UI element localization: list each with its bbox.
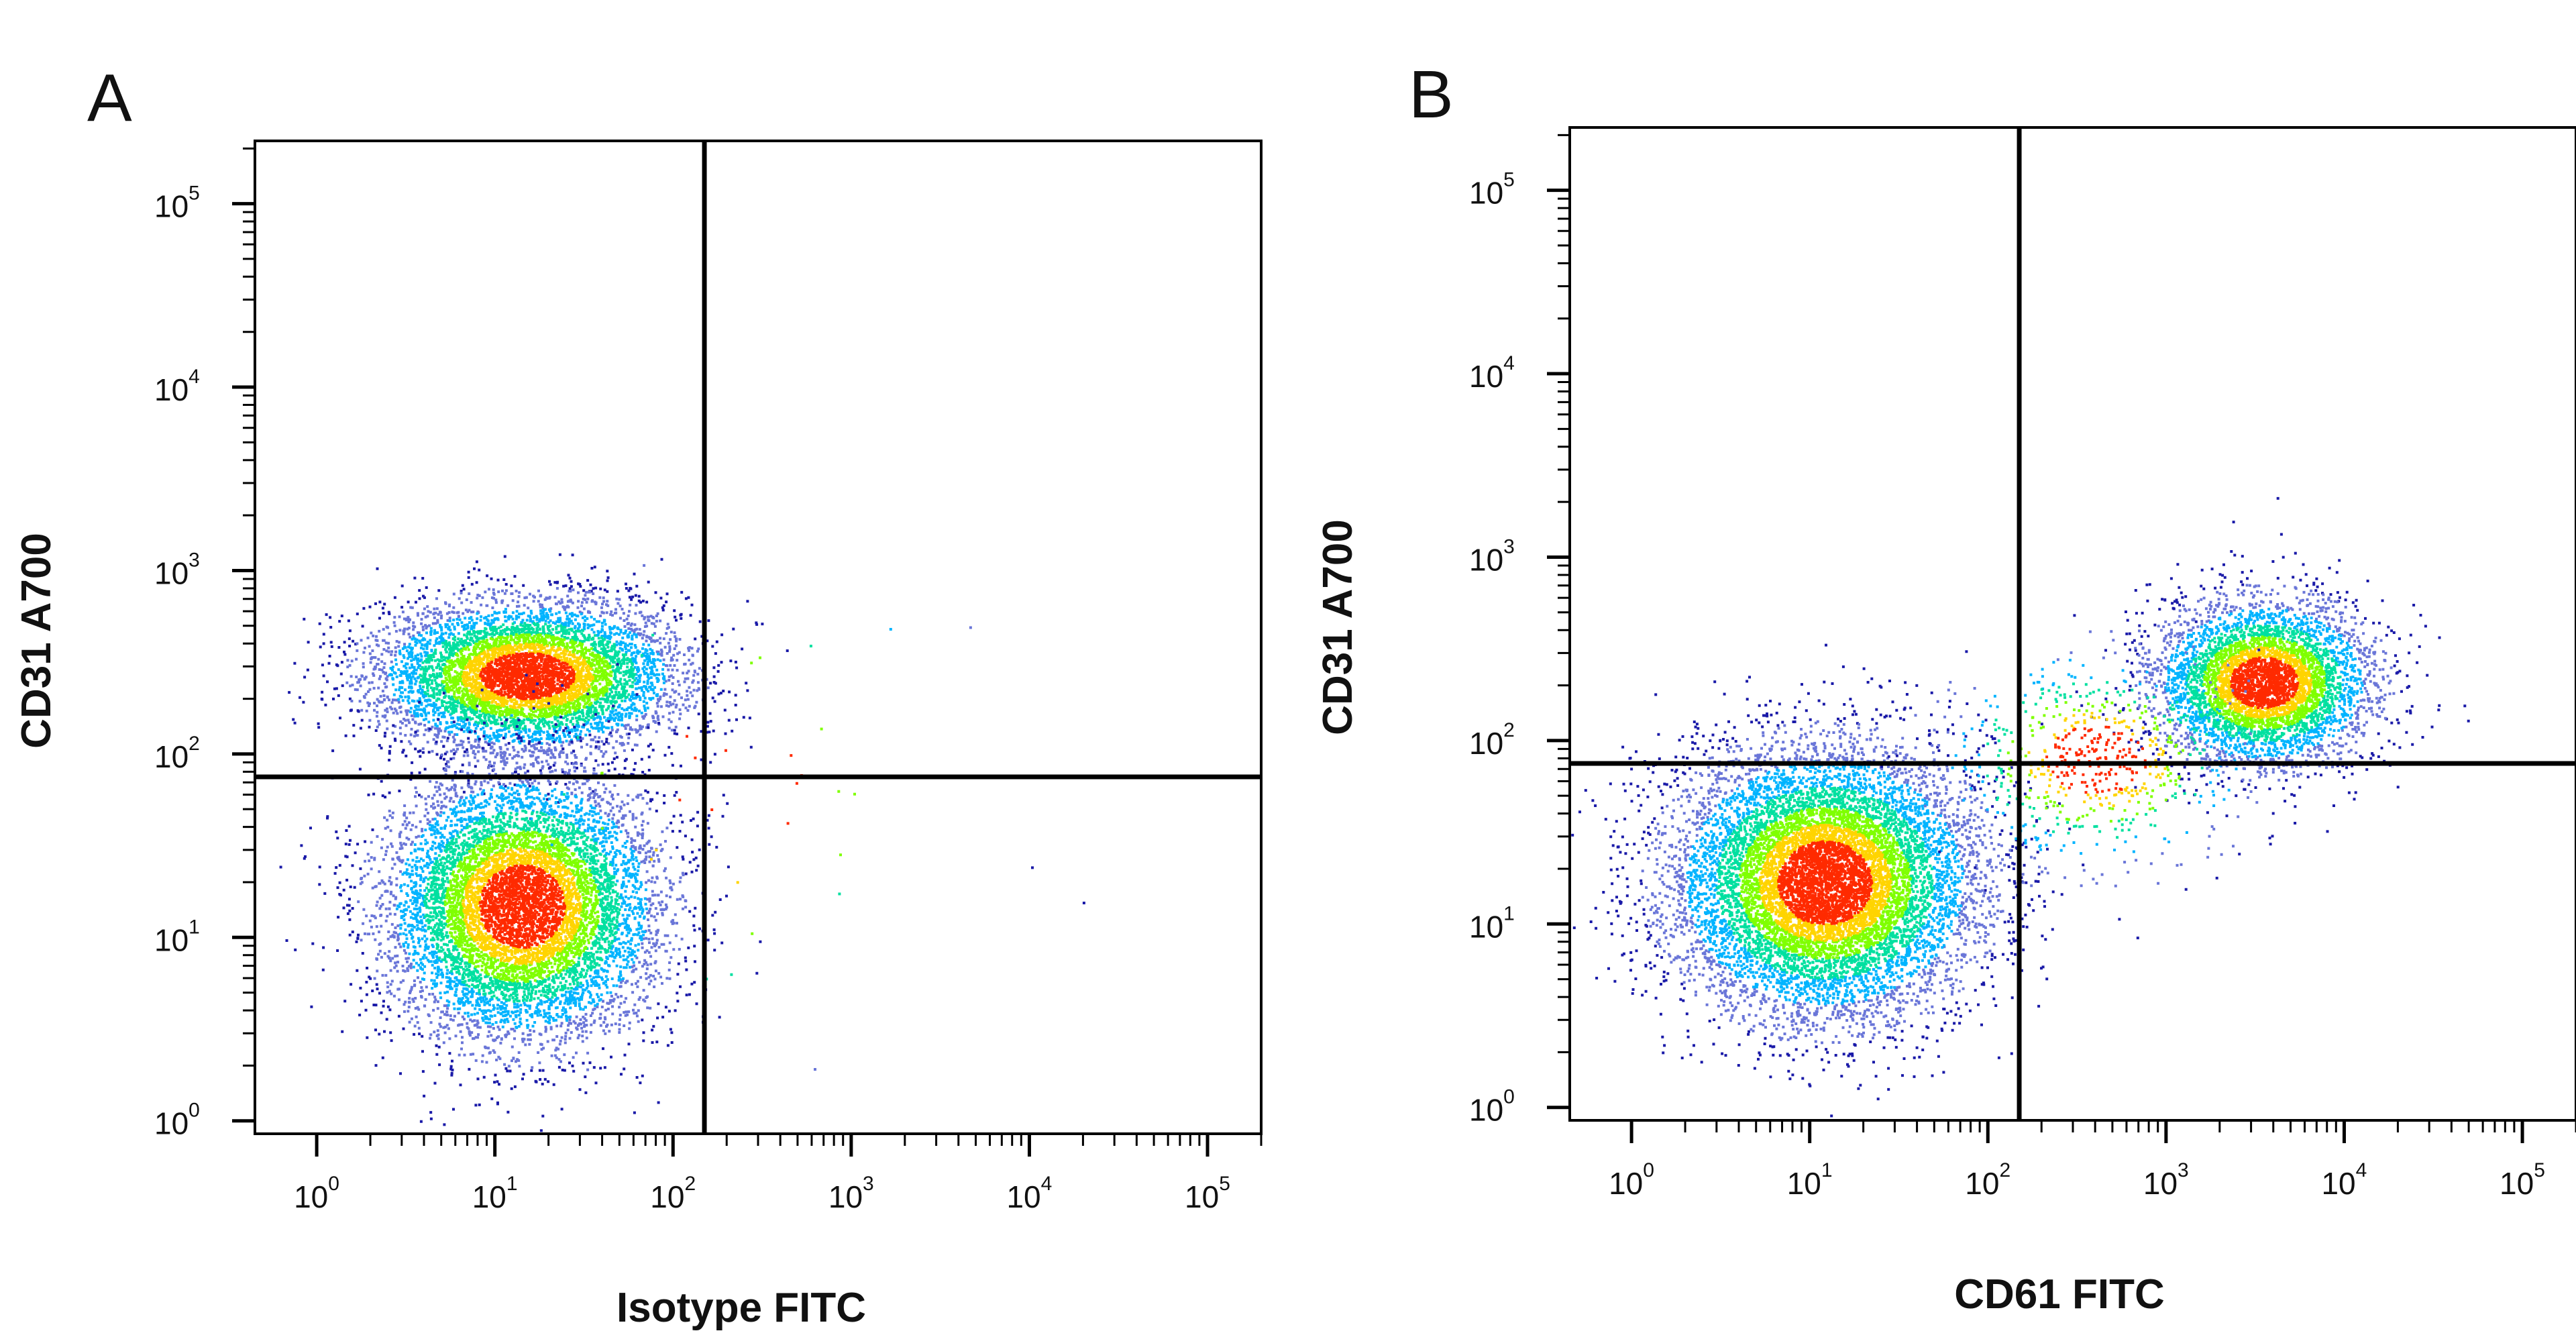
panel-b-population-1-density-0-dots — [2075, 496, 2470, 840]
panel-b-y-tick-label: 103 — [1469, 535, 1515, 577]
panel-a-plot-frame — [254, 140, 1263, 1135]
panel-b-x-tick-label: 103 — [2143, 1159, 2189, 1201]
panel-a-y-axis-title: CD31 A700 — [13, 533, 60, 749]
panel-a-y-tick-label: 104 — [154, 366, 200, 407]
panel-b-ticks: 100 101 102 103 104 105 100 101 102 103 104 105 — [1469, 134, 2576, 1201]
panel-a-x-tick-label: 100 — [294, 1173, 339, 1214]
panel-b-population-0-density-6-dots — [1777, 840, 1874, 925]
panel-a-x-tick-label: 104 — [1006, 1173, 1052, 1214]
panel-b-x-tick-label: 101 — [1787, 1159, 1833, 1201]
panel-a-ticks: 100 101 102 103 104 105 100 101 102 103 104 105 — [154, 147, 1263, 1214]
panel-b-population-0-density-0-dots — [1571, 643, 2085, 1118]
panel-a-population-1-density-6-dots — [478, 864, 567, 949]
panel-a-population-2-density-6-dots — [675, 735, 803, 825]
panel-a-population-2-density-0-dots — [1031, 866, 1085, 904]
panel-b-y-tick-label: 100 — [1469, 1086, 1515, 1128]
panel-a-y-tick-label: 102 — [154, 733, 200, 774]
panel-a-letter: A — [87, 60, 132, 136]
panel-b-plot-frame — [1568, 126, 2576, 1122]
panel-b-x-tick-label: 100 — [1609, 1159, 1654, 1201]
panel-a: A 100 101 102 103 104 105 100 101 102 103 104 105 I… — [13, 60, 1263, 1331]
panel-b-population-2-density-6-dots — [2045, 725, 2147, 794]
panel-a-y-tick-label: 103 — [154, 549, 200, 590]
panel-b-y-axis-title: CD31 A700 — [1315, 519, 1361, 735]
panel-b-x-tick-label: 104 — [2321, 1159, 2367, 1201]
panel-b-y-tick-label: 105 — [1469, 169, 1515, 211]
panel-b: B 100 101 102 103 104 105 100 101 102 103 104 105 C… — [1315, 57, 2576, 1318]
panel-a-events — [279, 553, 1085, 1132]
panel-b-x-tick-label: 102 — [1965, 1159, 2010, 1201]
panel-b-population-1-density-6-dots — [2230, 656, 2300, 709]
panel-b-x-axis-title: CD61 FITC — [1954, 1271, 2164, 1318]
panel-b-y-tick-label: 104 — [1469, 352, 1515, 394]
panel-a-x-tick-label: 102 — [650, 1173, 696, 1214]
panel-b-y-tick-label: 101 — [1469, 902, 1515, 944]
panel-a-x-tick-label: 105 — [1185, 1173, 1230, 1214]
panel-a-population-2-density-5-dots — [649, 776, 817, 884]
panel-b-x-tick-label: 105 — [2500, 1159, 2545, 1201]
panel-a-x-axis-title: Isotype FITC — [616, 1285, 866, 1331]
panel-b-y-tick-label: 102 — [1469, 719, 1515, 761]
panel-b-events — [1571, 496, 2470, 1118]
panel-a-y-tick-label: 105 — [154, 182, 200, 224]
panel-a-x-tick-label: 101 — [472, 1173, 518, 1214]
panel-a-y-tick-label: 101 — [154, 916, 200, 957]
panel-b-letter: B — [1409, 57, 1454, 132]
panel-a-y-tick-label: 100 — [154, 1100, 200, 1141]
panel-a-x-tick-label: 103 — [828, 1173, 874, 1214]
